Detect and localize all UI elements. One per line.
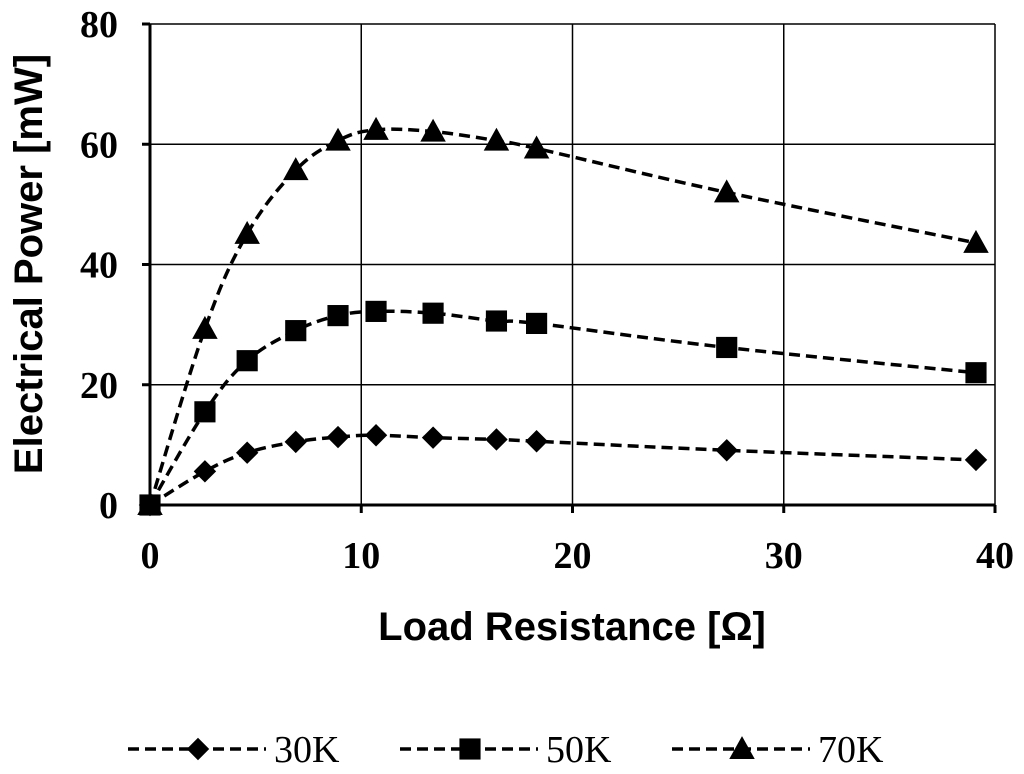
y-axis-title: Electrical Power [mW] xyxy=(7,54,51,474)
y-tick-label: 60 xyxy=(80,124,118,166)
legend-triangle-marker xyxy=(729,736,755,760)
data-point-triangle-marker xyxy=(283,157,309,181)
data-point-square-marker xyxy=(965,362,987,384)
data-point-triangle-marker xyxy=(363,116,389,140)
data-point-triangle-marker xyxy=(192,315,218,339)
data-point-triangle-marker xyxy=(713,179,740,203)
legend-entry-30K: 30K xyxy=(128,729,340,771)
x-tick-label: 40 xyxy=(976,535,1014,577)
data-point-square-marker xyxy=(285,320,307,342)
series-line xyxy=(148,309,977,506)
series-group xyxy=(137,116,989,517)
data-point-diamond-marker xyxy=(964,448,988,472)
data-point-square-marker xyxy=(365,300,387,322)
data-point-diamond-marker xyxy=(284,430,307,454)
x-tick-label: 30 xyxy=(765,535,803,577)
data-point-square-marker xyxy=(236,350,258,372)
data-point-triangle-marker xyxy=(325,127,351,151)
data-point-triangle-marker xyxy=(963,229,989,253)
x-tick-label: 20 xyxy=(554,535,592,577)
data-point-diamond-marker xyxy=(235,441,259,464)
legend-label: 30K xyxy=(274,729,340,771)
legend-entry-70K: 70K xyxy=(672,729,884,771)
series-line xyxy=(149,433,977,507)
x-axis-title: Load Resistance [Ω] xyxy=(378,605,766,649)
axes xyxy=(142,22,997,513)
series-30K xyxy=(138,424,988,517)
series-70K xyxy=(137,116,989,516)
legend-square-marker xyxy=(459,738,481,760)
data-point-diamond-marker xyxy=(715,439,738,462)
series-line xyxy=(148,127,977,506)
legend-diamond-marker xyxy=(186,737,210,761)
data-point-diamond-marker xyxy=(525,430,548,453)
grid-lines xyxy=(149,23,996,506)
data-point-triangle-marker xyxy=(483,127,510,151)
data-point-triangle-marker xyxy=(234,220,260,244)
x-tick-label: 0 xyxy=(141,535,160,577)
data-point-diamond-marker xyxy=(193,460,217,483)
data-point-diamond-marker xyxy=(326,425,350,449)
data-point-triangle-marker xyxy=(523,135,550,159)
data-point-square-marker xyxy=(422,302,444,324)
data-point-triangle-marker xyxy=(137,492,163,516)
data-point-square-marker xyxy=(485,310,508,332)
legend: 30K 50K 70K xyxy=(128,729,884,771)
x-tick-label: 10 xyxy=(342,535,380,577)
y-tick-label: 40 xyxy=(80,245,118,287)
series-50K xyxy=(139,300,987,516)
data-point-diamond-marker xyxy=(421,426,445,449)
y-tick-label: 80 xyxy=(80,4,118,46)
y-tick-label: 0 xyxy=(99,485,118,527)
data-point-square-marker xyxy=(716,336,738,359)
legend-label: 50K xyxy=(546,729,612,771)
data-point-triangle-marker xyxy=(420,118,446,142)
legend-entry-50K: 50K xyxy=(400,729,612,771)
data-point-diamond-marker xyxy=(485,428,508,451)
data-point-square-marker xyxy=(194,401,216,423)
data-point-square-marker xyxy=(327,305,349,327)
data-point-diamond-marker xyxy=(364,424,388,447)
y-tick-label: 20 xyxy=(80,365,118,407)
data-point-square-marker xyxy=(526,312,548,335)
tick-labels: 0 10 20 30 40 0 20 40 60 80 xyxy=(80,4,1014,577)
legend-label: 70K xyxy=(818,729,884,771)
